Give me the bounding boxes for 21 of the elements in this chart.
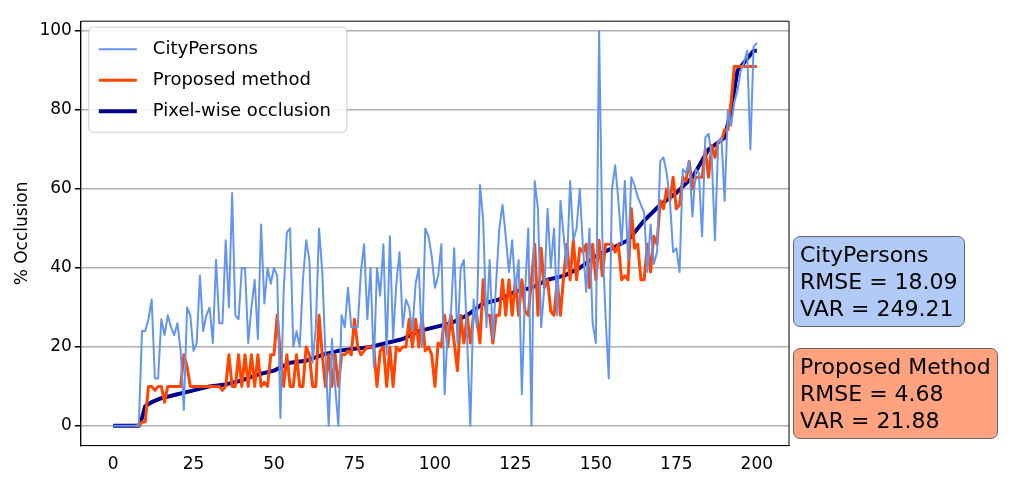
x-tick-label: 75 [343, 453, 366, 474]
y-axis-title: % Occlusion [10, 181, 31, 286]
y-tick-label: 100 [39, 19, 72, 40]
y-tick-label: 20 [50, 335, 72, 356]
text: Proposed Method RMSE = 4.68 VAR = 21.88 [793, 348, 998, 439]
x-tick-label: 100 [418, 453, 452, 474]
legend-label: Pixel-wise occlusion [152, 98, 331, 120]
y-tick-label: 60 [50, 177, 72, 198]
x-tick-label: 175 [660, 453, 693, 474]
y-tick-label: 80 [50, 98, 72, 119]
text: CityPersons RMSE = 18.09 VAR = 249.21 [793, 236, 965, 327]
x-tick-label: 25 [182, 453, 205, 474]
y-tick-label: 0 [61, 414, 72, 435]
legend-label: Proposed method [152, 67, 311, 89]
x-tick-label: 50 [263, 453, 285, 474]
x-tick-label: 150 [579, 453, 613, 474]
y-tick-label: 40 [50, 256, 72, 277]
legend-label: CityPersons [152, 36, 258, 58]
x-tick-label: 200 [740, 453, 774, 474]
x-tick-label: 125 [499, 453, 532, 474]
x-tick-label: 0 [107, 453, 119, 474]
